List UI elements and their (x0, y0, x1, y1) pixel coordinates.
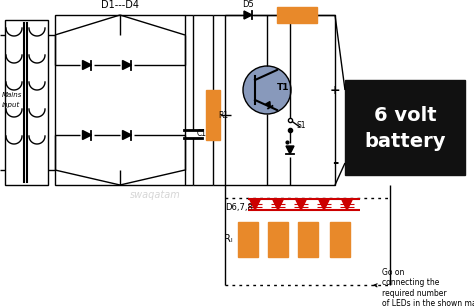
Bar (206, 90, 220, 140)
Polygon shape (286, 146, 294, 154)
Bar (268, 222, 288, 257)
Text: input: input (2, 102, 20, 108)
Text: Go on
connecting the
required number
of LEDs in the shown manner: Go on connecting the required number of … (374, 268, 474, 308)
Bar (5, 20, 48, 185)
Text: swaqatam: swaqatam (129, 190, 181, 200)
Polygon shape (319, 200, 329, 210)
Text: C1: C1 (197, 129, 207, 139)
Text: D6,7,8: D6,7,8 (225, 203, 253, 212)
Bar (330, 222, 350, 257)
Polygon shape (342, 200, 352, 210)
Text: battery: battery (364, 132, 446, 151)
Bar (225, 15, 335, 185)
Text: 6 volt: 6 volt (374, 106, 436, 125)
Bar (238, 222, 258, 257)
Text: -: - (332, 156, 338, 171)
Bar (345, 80, 465, 175)
Polygon shape (296, 200, 306, 210)
Polygon shape (82, 60, 91, 70)
Text: R1: R1 (218, 111, 228, 120)
Text: Rₗ: Rₗ (224, 234, 232, 245)
Text: D5: D5 (242, 0, 254, 9)
Text: D1---D4: D1---D4 (101, 0, 139, 10)
Polygon shape (273, 200, 283, 210)
Bar (298, 222, 318, 257)
Bar (55, 15, 185, 185)
Polygon shape (265, 102, 270, 107)
Circle shape (243, 66, 291, 114)
Polygon shape (244, 11, 252, 19)
Polygon shape (250, 200, 260, 210)
Bar (277, 7, 317, 23)
Polygon shape (82, 131, 91, 140)
Text: T1: T1 (277, 83, 290, 91)
Polygon shape (122, 60, 131, 70)
Text: +: + (330, 83, 340, 96)
Text: Mains: Mains (2, 92, 22, 98)
Text: S1: S1 (297, 120, 307, 129)
Polygon shape (122, 131, 131, 140)
Text: R2: R2 (291, 0, 303, 1)
